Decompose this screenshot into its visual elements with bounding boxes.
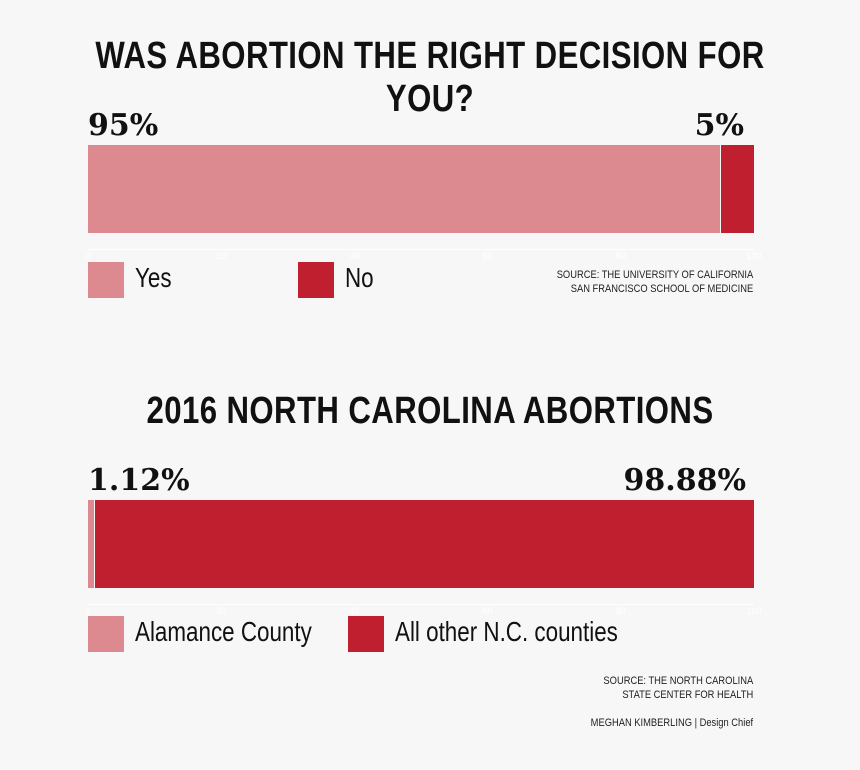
legend-swatch-no [298, 262, 334, 298]
bar-segment-1 [88, 145, 720, 233]
legend-label-alamance: Alamance County [135, 616, 312, 647]
source-line: SOURCE: THE UNIVERSITY OF CALIFORNIA [556, 269, 753, 281]
legend-label-others: All other N.C. counties [395, 616, 618, 647]
x-axis [88, 249, 754, 250]
x-tick-label: 80 [615, 606, 626, 616]
legend-label-yes: Yes [135, 262, 172, 293]
chart1-title: WAS ABORTION THE RIGHT DECISION FOR YOU? [95, 35, 765, 120]
x-axis [88, 604, 754, 605]
bar-segment-2 [720, 145, 754, 233]
chart2-source: SOURCE: THE NORTH CAROLINA STATE CENTER F… [603, 674, 753, 702]
x-tick-label: 0 [85, 251, 91, 261]
credit: MEGHAN KIMBERLING | Design Chief [590, 717, 753, 729]
legend-swatch-alamance [88, 616, 124, 652]
x-tick-label: 0 [85, 606, 91, 616]
x-tick-label: 40 [349, 606, 360, 616]
x-tick-label: 20 [216, 606, 227, 616]
others-value-label: 98.88% [623, 463, 746, 498]
legend-label-no: No [345, 262, 374, 293]
chart2-title: 2016 NORTH CAROLINA ABORTIONS [146, 390, 714, 432]
x-tick-label: 100 [746, 606, 762, 616]
no-value-label: 5% [694, 108, 744, 143]
source-line: SAN FRANCISCO SCHOOL OF MEDICINE [570, 283, 753, 295]
source-line: STATE CENTER FOR HEALTH [622, 689, 753, 701]
source-line: SOURCE: THE NORTH CAROLINA [603, 675, 753, 687]
chart1-source: SOURCE: THE UNIVERSITY OF CALIFORNIA SAN … [556, 268, 753, 296]
x-tick-label: 80 [615, 251, 626, 261]
x-tick-label: 100 [746, 251, 762, 261]
x-tick-label: 60 [482, 251, 493, 261]
bar-segment-1 [88, 500, 95, 588]
x-tick-label: 40 [349, 251, 360, 261]
bar-segment-2 [95, 500, 754, 588]
yes-value-label: 95% [88, 108, 159, 143]
x-tick-label: 20 [216, 251, 227, 261]
legend-swatch-others [348, 616, 384, 652]
x-tick-label: 60 [482, 606, 493, 616]
legend-swatch-yes [88, 262, 124, 298]
alamance-value-label: 1.12% [88, 463, 190, 498]
